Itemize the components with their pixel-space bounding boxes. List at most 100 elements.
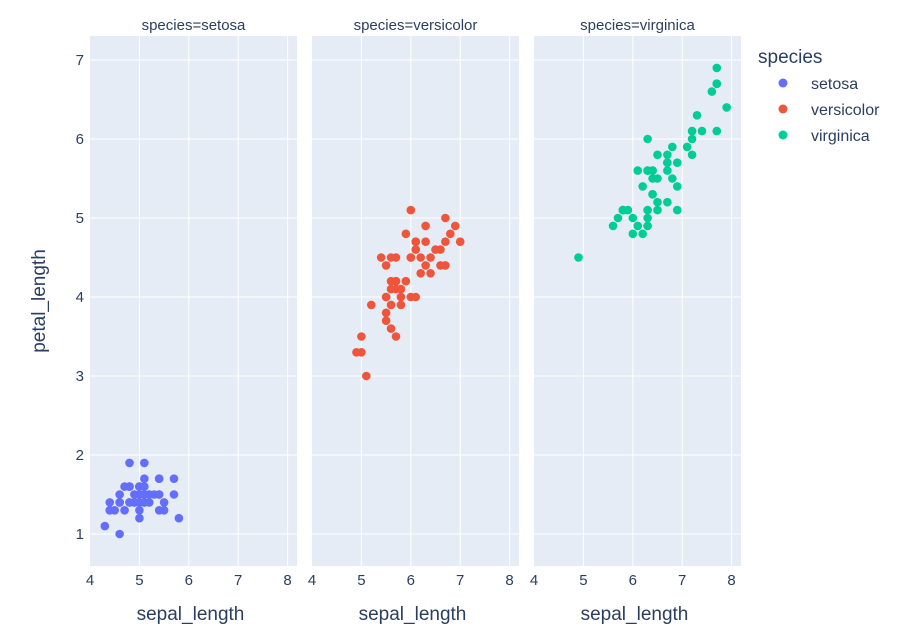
point-versicolor[interactable]	[416, 269, 425, 278]
point-versicolor[interactable]	[421, 261, 430, 270]
point-versicolor[interactable]	[386, 300, 396, 310]
point-setosa[interactable]	[169, 490, 179, 499]
point-versicolor[interactable]	[441, 213, 450, 223]
point-setosa[interactable]	[125, 498, 134, 507]
point-setosa[interactable]	[140, 490, 149, 499]
point-virginica[interactable]	[682, 142, 692, 152]
point-setosa[interactable]	[105, 498, 115, 507]
point-virginica[interactable]	[633, 221, 643, 231]
point-virginica[interactable]	[712, 63, 722, 73]
point-virginica[interactable]	[643, 205, 652, 215]
legend-item-setosa[interactable]: setosa	[778, 76, 859, 93]
point-virginica[interactable]	[648, 174, 657, 183]
point-virginica[interactable]	[712, 126, 722, 136]
point-virginica[interactable]	[672, 182, 682, 191]
point-virginica[interactable]	[613, 213, 623, 223]
point-setosa[interactable]	[140, 474, 149, 484]
point-virginica[interactable]	[692, 111, 702, 120]
point-versicolor[interactable]	[401, 229, 411, 239]
point-versicolor[interactable]	[441, 237, 450, 246]
point-versicolor[interactable]	[446, 229, 455, 239]
point-versicolor[interactable]	[357, 348, 366, 357]
point-virginica[interactable]	[663, 150, 672, 160]
point-versicolor[interactable]	[406, 253, 416, 262]
point-virginica[interactable]	[663, 166, 672, 175]
point-virginica[interactable]	[638, 182, 647, 191]
point-setosa[interactable]	[159, 498, 169, 507]
point-versicolor[interactable]	[436, 261, 445, 270]
point-virginica[interactable]	[712, 79, 722, 88]
point-versicolor[interactable]	[362, 371, 371, 381]
point-virginica[interactable]	[653, 205, 662, 215]
point-setosa[interactable]	[159, 506, 169, 515]
point-versicolor[interactable]	[436, 245, 445, 254]
point-setosa[interactable]	[100, 521, 110, 531]
point-setosa[interactable]	[125, 458, 134, 468]
point-virginica[interactable]	[722, 103, 731, 112]
point-setosa[interactable]	[174, 513, 184, 523]
point-versicolor[interactable]	[401, 276, 411, 286]
point-virginica[interactable]	[653, 150, 662, 160]
point-setosa[interactable]	[115, 490, 124, 499]
point-versicolor[interactable]	[381, 292, 391, 302]
point-versicolor[interactable]	[391, 284, 401, 294]
point-virginica[interactable]	[628, 213, 638, 223]
legend-item-versicolor[interactable]: versicolor	[778, 102, 881, 119]
point-setosa[interactable]	[120, 506, 129, 515]
point-versicolor[interactable]	[411, 237, 421, 246]
point-virginica[interactable]	[668, 174, 677, 183]
point-versicolor[interactable]	[450, 221, 460, 231]
point-setosa[interactable]	[154, 474, 164, 484]
point-setosa[interactable]	[140, 458, 149, 468]
point-virginica[interactable]	[663, 158, 672, 167]
point-virginica[interactable]	[574, 253, 583, 262]
point-versicolor[interactable]	[421, 237, 430, 246]
point-setosa[interactable]	[144, 498, 154, 507]
point-setosa[interactable]	[140, 482, 149, 491]
legend[interactable]: species setosa versicolor virginica	[758, 47, 880, 145]
point-setosa[interactable]	[105, 506, 115, 515]
point-versicolor[interactable]	[381, 316, 391, 326]
point-setosa[interactable]	[130, 490, 139, 499]
point-setosa[interactable]	[135, 513, 144, 523]
point-versicolor[interactable]	[386, 253, 396, 262]
point-versicolor[interactable]	[376, 253, 386, 262]
point-virginica[interactable]	[687, 134, 697, 144]
point-versicolor[interactable]	[357, 332, 366, 341]
point-versicolor[interactable]	[396, 292, 406, 302]
point-setosa[interactable]	[169, 474, 179, 484]
point-virginica[interactable]	[608, 221, 618, 231]
point-virginica[interactable]	[643, 134, 652, 144]
point-virginica[interactable]	[672, 158, 682, 167]
point-virginica[interactable]	[643, 213, 652, 223]
point-virginica[interactable]	[687, 150, 697, 160]
point-virginica[interactable]	[638, 229, 647, 239]
point-versicolor[interactable]	[411, 245, 421, 254]
point-virginica[interactable]	[648, 190, 657, 199]
point-setosa[interactable]	[135, 506, 144, 515]
point-setosa[interactable]	[115, 498, 124, 507]
point-setosa[interactable]	[115, 529, 124, 539]
point-versicolor[interactable]	[426, 253, 435, 262]
point-versicolor[interactable]	[391, 332, 401, 341]
point-versicolor[interactable]	[386, 324, 396, 333]
point-setosa[interactable]	[135, 498, 144, 507]
point-versicolor[interactable]	[381, 261, 391, 270]
point-virginica[interactable]	[628, 229, 638, 239]
point-virginica[interactable]	[668, 142, 677, 152]
point-versicolor[interactable]	[366, 300, 376, 310]
point-virginica[interactable]	[697, 126, 707, 136]
point-virginica[interactable]	[687, 126, 697, 136]
point-virginica[interactable]	[643, 166, 652, 175]
point-versicolor[interactable]	[426, 269, 435, 278]
point-versicolor[interactable]	[381, 308, 391, 318]
point-versicolor[interactable]	[455, 237, 465, 246]
point-versicolor[interactable]	[406, 205, 416, 215]
point-virginica[interactable]	[633, 166, 643, 175]
point-virginica[interactable]	[623, 205, 633, 215]
point-versicolor[interactable]	[391, 276, 401, 286]
point-virginica[interactable]	[672, 205, 682, 215]
point-versicolor[interactable]	[416, 253, 425, 262]
point-setosa[interactable]	[125, 482, 134, 491]
point-virginica[interactable]	[643, 221, 652, 231]
